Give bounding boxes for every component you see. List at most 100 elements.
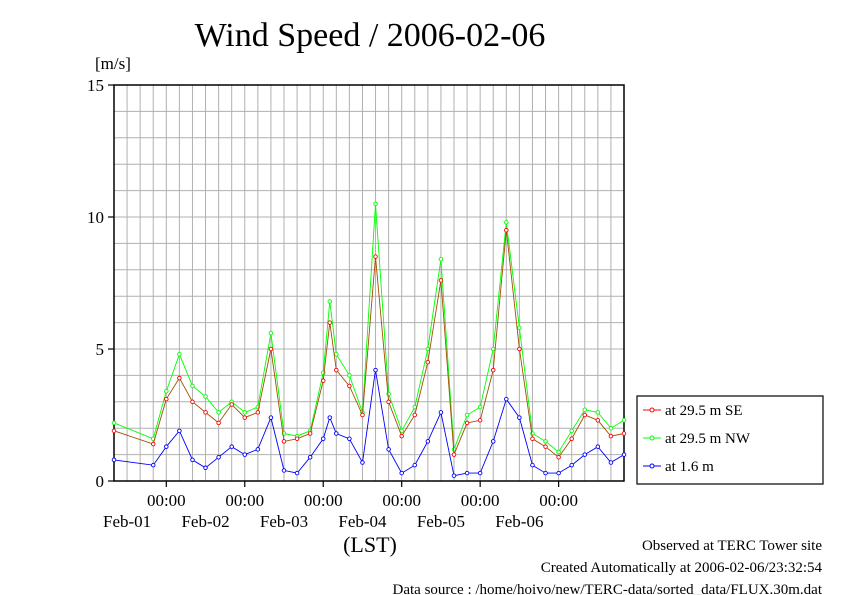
series-point	[242, 452, 248, 457]
series-point	[268, 346, 274, 352]
series-point	[582, 407, 588, 412]
series-point	[608, 425, 614, 431]
legend: at 29.5 m SE at 29.5 m NW at 1.6 m	[636, 395, 824, 485]
series-point	[150, 441, 156, 447]
series-point	[543, 444, 548, 449]
series-point	[177, 352, 182, 357]
series-point	[190, 383, 195, 389]
series-point	[464, 420, 470, 426]
series-point	[438, 410, 444, 415]
series-point	[556, 470, 561, 476]
x-date-label: Feb-05	[417, 512, 465, 531]
series-point	[517, 346, 522, 352]
series-point	[203, 465, 208, 471]
legend-label: at 29.5 m SE	[665, 403, 743, 419]
series-point	[242, 410, 248, 415]
series-point	[268, 415, 274, 420]
series-point	[360, 460, 365, 465]
series-point	[595, 444, 601, 449]
series-point	[451, 473, 457, 478]
series-point	[216, 420, 221, 426]
series-point	[327, 415, 333, 420]
series-point	[347, 436, 352, 442]
plot-grid	[114, 85, 624, 481]
series-point	[490, 439, 496, 444]
series-point	[504, 227, 509, 233]
y-axis-unit-label: [m/s]	[95, 54, 131, 73]
series-point	[327, 299, 333, 304]
series-point	[111, 420, 117, 426]
series-point	[621, 431, 627, 436]
series-point	[177, 428, 182, 434]
series-point	[530, 462, 535, 468]
x-date-label: Feb-02	[181, 512, 229, 531]
series-point	[556, 454, 561, 460]
series-point	[334, 352, 339, 357]
series-point	[307, 454, 313, 460]
series-point	[399, 470, 404, 476]
x-date-label: Feb-03	[260, 512, 308, 531]
series-point	[229, 402, 234, 407]
x-axis-ticks: 00:00 Feb-01 00:00 Feb-02 00:00 Feb-03 00:00 Fe…	[103, 481, 578, 531]
series-point	[438, 278, 444, 283]
series-point	[307, 431, 313, 436]
series-point	[608, 460, 614, 465]
series-point	[490, 367, 496, 373]
series-point	[150, 462, 156, 468]
x-tick-time-label: 00:00	[304, 491, 343, 510]
series-point	[464, 412, 470, 418]
x-tick-time-label: 00:00	[539, 491, 578, 510]
series-point	[464, 470, 470, 476]
series-point	[425, 359, 431, 365]
x-date-label: Feb-04	[338, 512, 387, 531]
series-point	[425, 439, 431, 444]
plot-frame	[113, 84, 625, 482]
series-point	[582, 412, 588, 418]
series-point	[477, 404, 483, 410]
series-point	[255, 447, 261, 452]
series-point	[347, 383, 352, 389]
series-point	[216, 410, 221, 415]
series-point	[582, 452, 588, 457]
series-point	[412, 462, 418, 468]
y-tick-label: 10	[87, 208, 104, 227]
series-point	[111, 428, 117, 434]
series-point	[373, 254, 378, 259]
x-tick-time-label: 00:00	[147, 491, 186, 510]
series-point	[327, 320, 333, 325]
series-point	[216, 454, 221, 460]
series-point	[399, 433, 404, 439]
series-point	[294, 436, 300, 442]
series-point	[569, 462, 574, 468]
y-tick-label: 0	[96, 472, 105, 491]
legend-marker	[649, 435, 655, 441]
series-layer	[111, 201, 627, 478]
series-point	[517, 325, 522, 331]
series-point	[543, 439, 548, 444]
series-point	[111, 457, 117, 463]
series-point	[595, 410, 601, 415]
footer-created: Created Automatically at 2006-02-06/23:3…	[541, 560, 823, 576]
series-point	[190, 399, 195, 405]
series-point	[164, 444, 169, 449]
series-point	[360, 412, 365, 418]
series-point	[530, 436, 535, 442]
series-point	[504, 396, 509, 402]
series-point	[438, 256, 444, 262]
y-tick-label: 15	[87, 76, 104, 95]
series-point	[347, 373, 352, 378]
series-point	[334, 431, 339, 436]
series-point	[569, 436, 574, 442]
footer-source: Data source : /home/hoivo/new/TERC-data/…	[393, 582, 823, 595]
series-point	[504, 220, 509, 225]
series-point	[164, 396, 169, 402]
series-point	[268, 330, 274, 336]
footer-observed: Observed at TERC Tower site	[642, 538, 822, 554]
x-tick-time-label: 00:00	[382, 491, 421, 510]
series-point	[177, 375, 182, 381]
series-line	[113, 230, 625, 458]
series-point	[490, 346, 496, 352]
series-0	[111, 227, 627, 460]
series-point	[255, 410, 261, 415]
series-point	[320, 378, 326, 383]
